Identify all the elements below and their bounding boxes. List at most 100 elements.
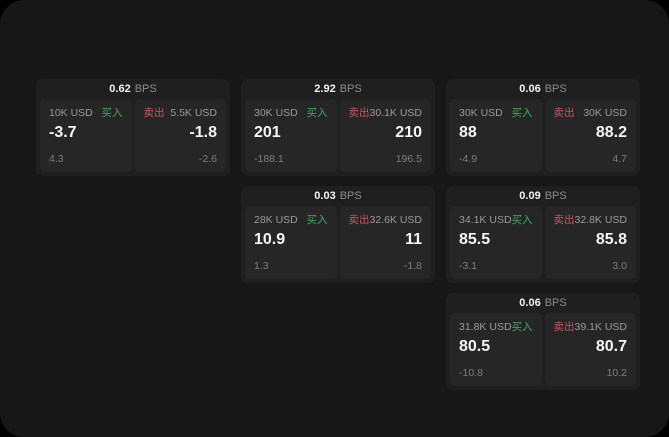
sell-amount-label: 30.1K USD [369,107,423,119]
sell-side-label: 卖出 [143,107,165,119]
bps-unit-label: BPS [544,83,567,95]
sell-panel-top-row: 卖出 5.5K USD [144,107,218,119]
sell-amount-label: 39.1K USD [574,321,628,333]
sell-amount-label: 32.8K USD [574,214,628,226]
sell-side-label: 卖出 [553,107,575,119]
sell-side-label: 卖出 [348,214,370,226]
buy-panel-top-row: 30K USD 买入 [459,107,533,119]
quote-card: 0.62 BPS 10K USD 买入 -3.7 4.3 卖出 5.5K USD… [36,79,230,176]
buy-quote-value: -3.7 [49,124,77,141]
buy-panel-top-row: 30K USD 买入 [254,107,328,119]
buy-sub-value: -188.1 [254,153,284,165]
buy-sell-panels: 10K USD 买入 -3.7 4.3 卖出 5.5K USD -1.8 -2.… [40,99,226,172]
buy-amount-label: 34.1K USD [459,214,512,226]
sell-panel[interactable]: 卖出 32.6K USD 11 -1.8 [339,206,431,279]
buy-side-label: 买入 [306,107,328,119]
buy-sell-panels: 28K USD 买入 10.9 1.3 卖出 32.6K USD 11 -1.8 [245,206,431,279]
buy-side-label: 买入 [306,214,328,226]
buy-panel-top-row: 31.8K USD 买入 [459,321,533,333]
buy-quote-value: 88 [459,124,477,141]
bps-unit-label: BPS [339,190,362,202]
buy-panel[interactable]: 34.1K USD 买入 85.5 -3.1 [450,206,542,279]
buy-amount-label: 28K USD [254,214,298,226]
sell-sub-value: 196.5 [395,153,422,165]
buy-amount-label: 10K USD [49,107,93,119]
buy-quote-value: 80.5 [459,338,491,355]
buy-sub-value: -10.8 [459,367,483,379]
bps-value: 0.06 [519,83,541,95]
quote-card: 0.09 BPS 34.1K USD 买入 85.5 -3.1 卖出 32.8K… [446,186,640,283]
sell-side-label: 卖出 [553,214,575,226]
card-header: 0.09 BPS [450,189,636,204]
sell-amount-label: 32.6K USD [369,214,423,226]
sell-sub-value: 3.0 [612,260,627,272]
sell-panel-top-row: 卖出 32.6K USD [349,214,423,226]
sell-amount-label: 5.5K USD [170,107,217,119]
buy-panel-top-row: 10K USD 买入 [49,107,123,119]
sell-panel[interactable]: 卖出 30.1K USD 210 196.5 [339,99,431,172]
quote-card: 0.06 BPS 30K USD 买入 88 -4.9 卖出 30K USD 8… [446,79,640,176]
bps-unit-label: BPS [134,83,157,95]
buy-sub-value: -3.1 [459,260,478,272]
buy-quote-value: 85.5 [459,231,491,248]
sell-panel-top-row: 卖出 30.1K USD [349,107,423,119]
buy-side-label: 买入 [511,321,533,333]
cards-grid: 0.62 BPS 10K USD 买入 -3.7 4.3 卖出 5.5K USD… [36,79,640,390]
buy-panel[interactable]: 30K USD 买入 88 -4.9 [450,99,542,172]
bps-value: 0.03 [314,190,336,202]
sell-panel[interactable]: 卖出 30K USD 88.2 4.7 [544,99,636,172]
buy-amount-label: 30K USD [254,107,298,119]
sell-panel-top-row: 卖出 32.8K USD [554,214,628,226]
sell-sub-value: 4.7 [612,153,627,165]
buy-panel[interactable]: 10K USD 买入 -3.7 4.3 [40,99,132,172]
card-header: 0.06 BPS [450,82,636,97]
buy-panel[interactable]: 30K USD 买入 201 -188.1 [245,99,337,172]
sell-quote-value: -1.8 [189,124,217,141]
quote-card: 0.03 BPS 28K USD 买入 10.9 1.3 卖出 32.6K US… [241,186,435,283]
buy-sell-panels: 34.1K USD 买入 85.5 -3.1 卖出 32.8K USD 85.8… [450,206,636,279]
sell-sub-value: -1.8 [403,260,422,272]
buy-side-label: 买入 [511,107,533,119]
bps-value: 0.62 [109,83,131,95]
bps-unit-label: BPS [339,83,362,95]
sell-quote-value: 80.7 [595,338,627,355]
buy-quote-value: 201 [254,124,281,141]
buy-sub-value: 4.3 [49,153,64,165]
buy-sell-panels: 30K USD 买入 88 -4.9 卖出 30K USD 88.2 4.7 [450,99,636,172]
sell-panel[interactable]: 卖出 5.5K USD -1.8 -2.6 [134,99,226,172]
quote-card: 2.92 BPS 30K USD 买入 201 -188.1 卖出 30.1K … [241,79,435,176]
bps-value: 0.06 [519,297,541,309]
buy-quote-value: 10.9 [254,231,286,248]
card-header: 0.03 BPS [245,189,431,204]
buy-amount-label: 30K USD [459,107,503,119]
buy-panel-top-row: 34.1K USD 买入 [459,214,533,226]
sell-side-label: 卖出 [348,107,370,119]
bps-value: 2.92 [314,83,336,95]
buy-amount-label: 31.8K USD [459,321,512,333]
sell-panel-top-row: 卖出 39.1K USD [554,321,628,333]
buy-side-label: 买入 [511,214,533,226]
card-header: 0.62 BPS [40,82,226,97]
sell-panel[interactable]: 卖出 32.8K USD 85.8 3.0 [544,206,636,279]
bps-value: 0.09 [519,190,541,202]
sell-sub-value: -2.6 [198,153,217,165]
card-header: 2.92 BPS [245,82,431,97]
sell-amount-label: 30K USD [583,107,627,119]
buy-sell-panels: 31.8K USD 买入 80.5 -10.8 卖出 39.1K USD 80.… [450,313,636,386]
sell-quote-value: 11 [405,231,422,248]
sell-panel[interactable]: 卖出 39.1K USD 80.7 10.2 [544,313,636,386]
sell-sub-value: 10.2 [606,367,627,379]
sell-panel-top-row: 卖出 30K USD [554,107,628,119]
buy-sub-value: -4.9 [459,153,478,165]
bps-unit-label: BPS [544,190,567,202]
quote-card: 0.06 BPS 31.8K USD 买入 80.5 -10.8 卖出 39.1… [446,293,640,390]
card-header: 0.06 BPS [450,296,636,311]
buy-sub-value: 1.3 [254,260,269,272]
buy-sell-panels: 30K USD 买入 201 -188.1 卖出 30.1K USD 210 1… [245,99,431,172]
bps-unit-label: BPS [544,297,567,309]
sell-quote-value: 85.8 [595,231,627,248]
buy-panel[interactable]: 28K USD 买入 10.9 1.3 [245,206,337,279]
buy-panel[interactable]: 31.8K USD 买入 80.5 -10.8 [450,313,542,386]
sell-quote-value: 210 [395,124,422,141]
